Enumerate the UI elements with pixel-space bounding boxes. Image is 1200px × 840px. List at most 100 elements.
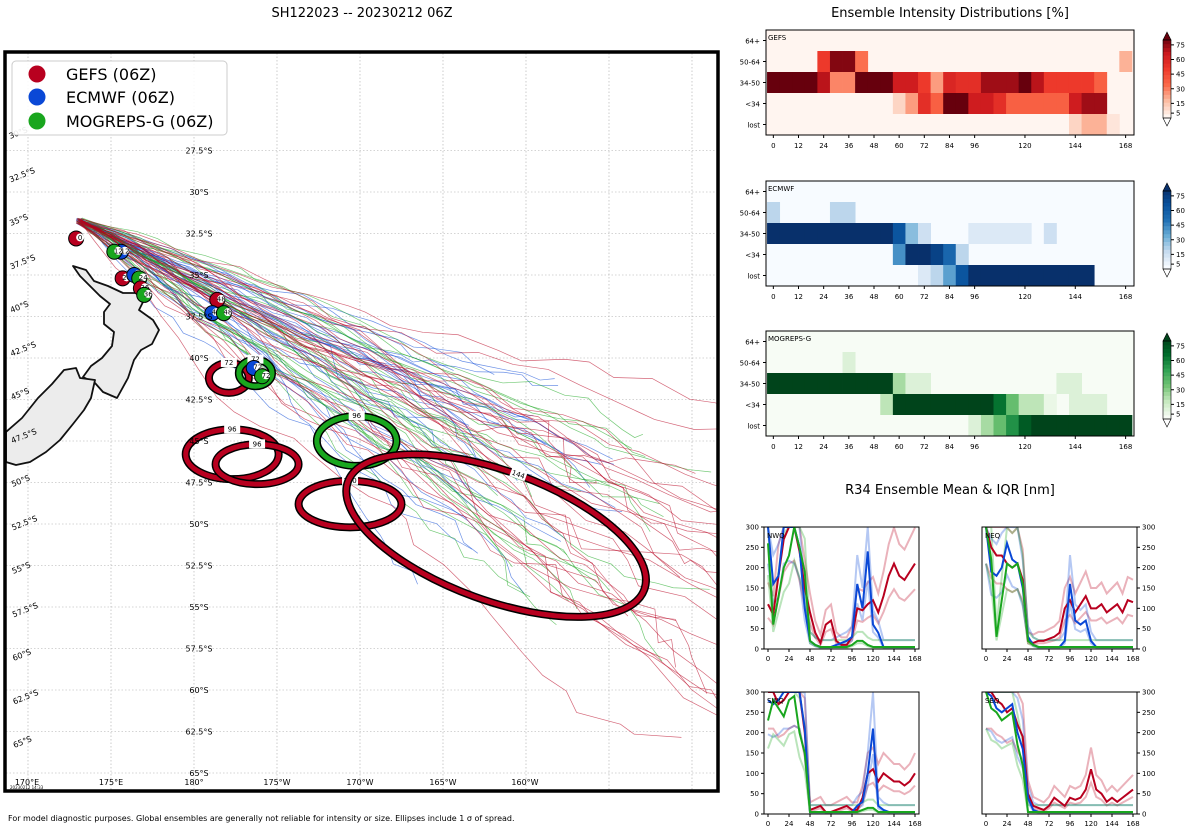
heatmap-x-tick-label: 0 xyxy=(771,293,775,301)
heatmap-cell xyxy=(968,72,982,93)
colorbar-band xyxy=(1163,218,1171,223)
r34-x-tick-label: 0 xyxy=(984,655,988,663)
heatmap-cell xyxy=(1018,93,1032,114)
colorbar-band xyxy=(1163,214,1171,219)
heatmap-x-tick-label: 12 xyxy=(794,142,803,150)
heatmap-row-label: 34-50 xyxy=(740,381,760,389)
heatmap-cell xyxy=(867,223,881,244)
colorbar-band xyxy=(1163,344,1171,350)
r34-y-tick-label: 150 xyxy=(746,585,759,593)
colorbar-frame xyxy=(1162,340,1172,420)
colorbar-band xyxy=(1163,210,1171,215)
r34-y-tick-label: 50 xyxy=(750,790,759,798)
lat-label-edge: 35°S xyxy=(8,212,29,228)
heatmap-cell xyxy=(855,72,869,93)
colorbar-band xyxy=(1163,94,1171,99)
heatmap-cell xyxy=(829,202,843,223)
ellipse-label: 96 xyxy=(352,412,361,420)
r34-x-tick-label: 96 xyxy=(1066,820,1075,828)
heatmap-cell xyxy=(842,373,856,394)
r34-y-tick-label: 50 xyxy=(750,625,759,633)
heatmap-row-label: 50-64 xyxy=(740,210,761,218)
iqr-upper-line xyxy=(986,692,1133,807)
heatmap-cell xyxy=(1081,394,1095,415)
heatmap-cell xyxy=(892,394,906,415)
heatmap-cell xyxy=(842,352,856,373)
track-line xyxy=(76,221,718,430)
track-line xyxy=(76,220,718,591)
r34-y-tick-label: 150 xyxy=(1142,750,1155,758)
heatmap-cell xyxy=(993,265,1007,286)
colorbar-band xyxy=(1163,257,1171,262)
colorbar-bottom-arrow xyxy=(1162,418,1172,428)
heatmap-cell xyxy=(905,223,919,244)
track-line xyxy=(77,220,718,510)
lat-label-edge: 55°S xyxy=(11,560,32,576)
heatmap-cell xyxy=(943,244,957,265)
r34-x-tick-label: 168 xyxy=(908,820,921,828)
heatmap-cell xyxy=(817,223,831,244)
heatmap-model-label: MOGREPS-G xyxy=(768,335,811,343)
iqr-upper-line xyxy=(767,527,915,642)
legend-box xyxy=(11,60,228,136)
mean-line-mogreps-g xyxy=(767,694,915,813)
lat-label-center: 30°S xyxy=(189,188,208,197)
heatmap-cell xyxy=(880,223,894,244)
track-line xyxy=(78,221,567,540)
heatmap-cell xyxy=(1081,93,1095,114)
iqr-upper-line xyxy=(768,692,916,807)
colorbar-band xyxy=(1163,86,1171,91)
heatmap-cell xyxy=(1056,415,1070,436)
heatmap-x-tick-label: 84 xyxy=(945,443,954,451)
heatmap-cell xyxy=(804,373,818,394)
heatmap-cell xyxy=(955,394,969,415)
colorbar-band xyxy=(1163,352,1171,357)
ellipse-mogreps: 72 xyxy=(234,354,277,391)
iqr-upper-line xyxy=(768,692,915,807)
map-gridlines xyxy=(6,53,718,790)
heatmap-cell xyxy=(943,93,957,114)
colorbar-tick-label: 45 xyxy=(1176,71,1185,79)
colorbar-tick-label: 30 xyxy=(1176,386,1185,394)
heatmap-x-tick-label: 36 xyxy=(844,142,853,150)
heatmap-x-tick-label: 96 xyxy=(970,142,979,150)
heatmap-cell xyxy=(892,244,906,265)
iqr-upper-line xyxy=(986,527,1133,642)
colorbar-tick-label: 15 xyxy=(1176,100,1185,108)
r34-x-tick-label: 72 xyxy=(827,655,836,663)
track-line xyxy=(80,221,663,662)
r34-y-tick-label: 100 xyxy=(1142,770,1155,778)
heatmap-gefs: GEFS 64+ 50-64 34-50 <34 lost 0 12 24 36 48 60 72 84 9… xyxy=(740,29,1185,150)
heatmap-cell xyxy=(1043,394,1057,415)
track-line xyxy=(81,218,718,405)
heatmap-cell xyxy=(1018,394,1032,415)
heatmap-cell xyxy=(792,373,806,394)
r34-x-tick-label: 72 xyxy=(1045,820,1054,828)
marker-label-bg xyxy=(120,246,129,255)
heatmap-cell xyxy=(993,93,1007,114)
heatmap-cell xyxy=(767,373,781,394)
colorbar-frame xyxy=(1162,39,1172,119)
lon-label: 170°W xyxy=(346,778,373,787)
heatmap-cell xyxy=(1031,93,1045,114)
heatmap-cell xyxy=(817,373,831,394)
marker-label-bg xyxy=(76,233,85,242)
r34-x-tick-label: 168 xyxy=(908,655,921,663)
heatmap-cell xyxy=(905,394,919,415)
colorbar-band xyxy=(1163,399,1171,404)
marker-label-bg xyxy=(217,294,226,303)
colorbar-tick-label: 60 xyxy=(1176,207,1185,215)
colorbar-band xyxy=(1163,98,1171,103)
r34-y-tick-label: 0 xyxy=(755,646,759,654)
colorbar-tick-label: 15 xyxy=(1176,401,1185,409)
heatmap-cell xyxy=(1043,93,1057,114)
heatmap-x-tick-label: 120 xyxy=(1018,293,1031,301)
heatmap-cell xyxy=(855,373,869,394)
heatmap-cell xyxy=(1094,394,1108,415)
r34-x-tick-label: 24 xyxy=(785,655,794,663)
heatmap-cell xyxy=(993,223,1007,244)
colorbar-tick-label: 5 xyxy=(1176,110,1180,118)
heatmap-x-tick-label: 144 xyxy=(1069,443,1083,451)
lat-label-edge: 40°S xyxy=(9,299,30,315)
